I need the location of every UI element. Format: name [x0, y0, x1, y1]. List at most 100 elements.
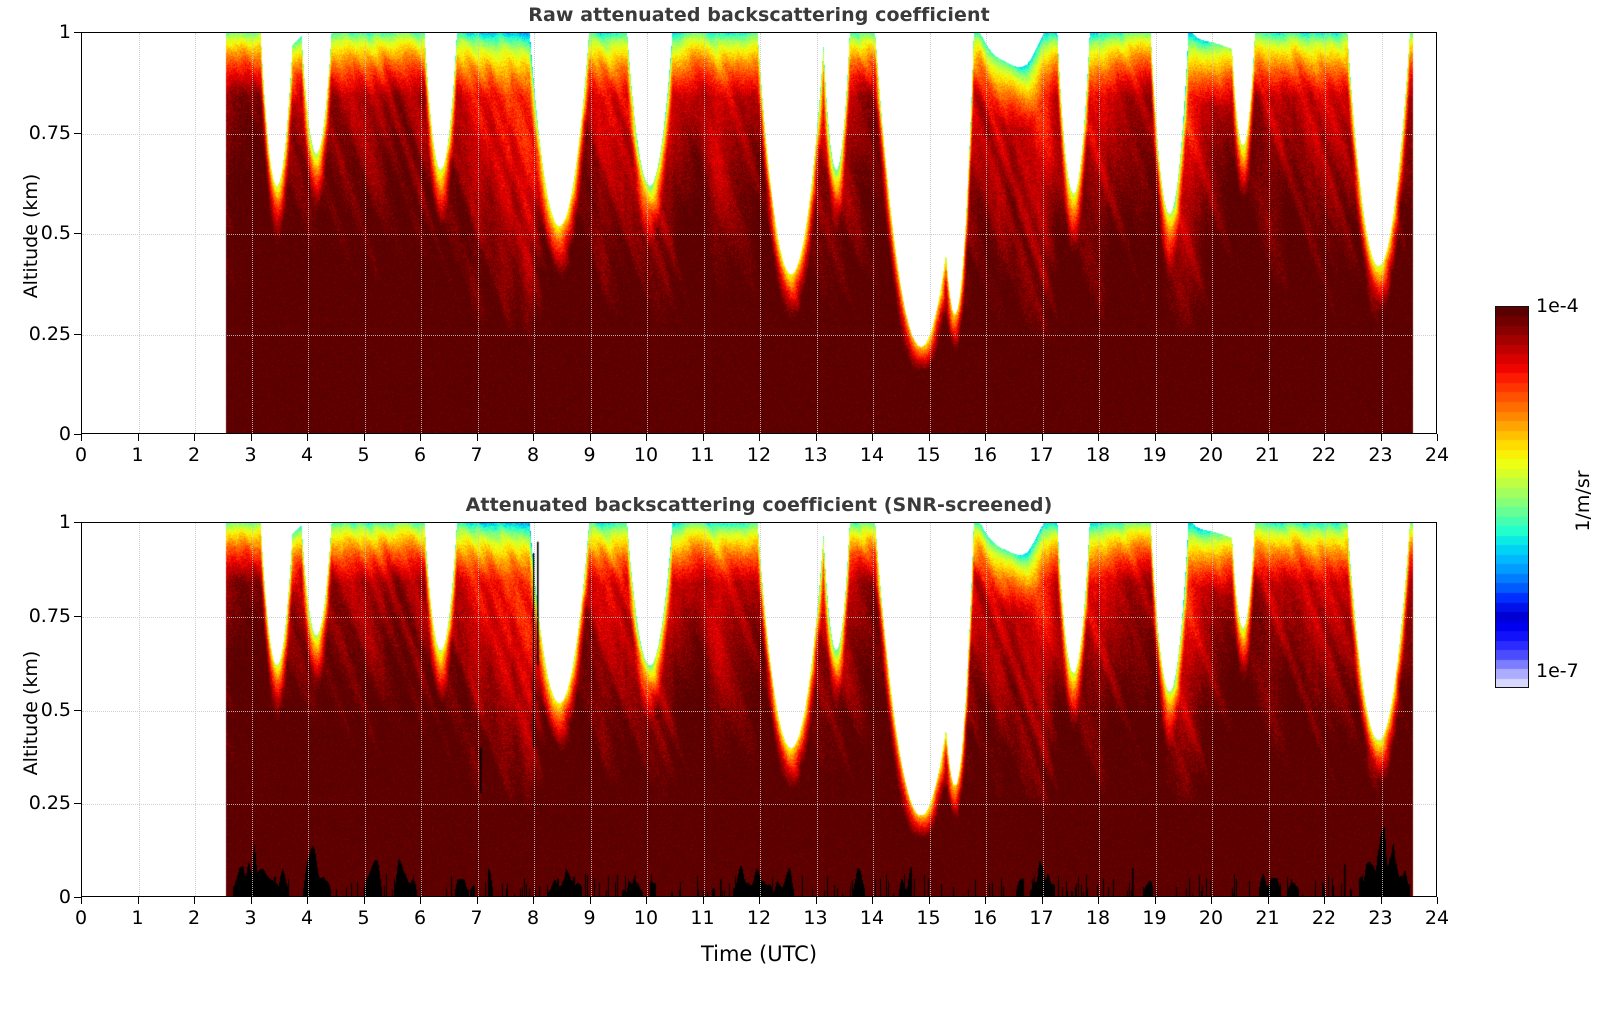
x-tick-label: 12: [746, 444, 772, 466]
x-tick-label: 23: [1368, 444, 1393, 466]
x-tick-mark: [1098, 897, 1099, 904]
x-tick-mark: [1041, 434, 1043, 441]
x-tick-mark: [1437, 897, 1438, 904]
x-tick-mark: [1437, 434, 1438, 441]
y-tick-label: 1: [58, 21, 71, 43]
x-tick-mark: [702, 897, 704, 904]
x-tick-mark: [137, 434, 139, 441]
x-tick-label: 23: [1368, 907, 1393, 929]
y-tick-mark: [74, 434, 81, 435]
x-tick-mark: [985, 434, 986, 441]
x-tick-mark: [363, 434, 365, 441]
x-tick-label: 0: [74, 444, 88, 466]
x-tick-mark: [1380, 897, 1382, 904]
x-tick-label: 3: [244, 444, 257, 466]
y-tick-label: 0.25: [28, 322, 71, 345]
x-tick-mark: [872, 434, 873, 441]
x-tick-label: 24: [1424, 444, 1450, 466]
x-tick-mark: [420, 434, 421, 441]
y-tick-label: 0.5: [40, 222, 71, 244]
x-tick-label: 3: [244, 907, 257, 929]
y-tick-label: 0.75: [28, 604, 71, 627]
y-tick-mark: [74, 522, 81, 523]
y-tick-mark: [74, 233, 81, 234]
x-tick-mark: [1154, 897, 1156, 904]
x-tick-mark: [137, 897, 139, 904]
colorbar-axis-label: 1/m/sr: [1572, 470, 1594, 532]
colorbar-max-label: 1e-4: [1536, 295, 1579, 317]
x-tick-mark: [420, 897, 421, 904]
x-tick-label: 19: [1142, 907, 1167, 929]
panel-raw: Raw attenuated backscattering coefficien…: [0, 0, 1460, 480]
x-tick-mark: [702, 434, 704, 441]
x-tick-label: 15: [916, 444, 941, 466]
x-tick-mark: [928, 434, 930, 441]
x-tick-mark: [533, 434, 534, 441]
x-tick-mark: [589, 434, 591, 441]
xlabel-time: Time (UTC): [700, 942, 818, 966]
x-tick-label: 15: [916, 907, 941, 929]
x-tick-label: 9: [583, 444, 596, 466]
y-tick-label: 0.25: [28, 792, 71, 815]
x-tick-label: 1: [131, 444, 144, 466]
y-tick-label: 0: [58, 423, 71, 445]
x-tick-mark: [194, 434, 195, 441]
x-tick-mark: [307, 897, 308, 904]
x-tick-label: 6: [413, 444, 427, 466]
x-tick-mark: [985, 897, 986, 904]
x-tick-label: 4: [300, 907, 314, 929]
x-tick-mark: [363, 897, 365, 904]
colorbar: 1e-4 1e-7 1/m/sr: [1470, 290, 1621, 710]
x-tick-label: 22: [1311, 907, 1337, 929]
panel-screened-title: Attenuated backscattering coefficient (S…: [465, 494, 1053, 516]
ylabel-screened: Altitude (km): [20, 650, 42, 776]
x-tick-label: 2: [187, 907, 201, 929]
x-tick-label: 14: [859, 907, 885, 929]
x-tick-mark: [759, 434, 760, 441]
x-tick-label: 10: [633, 444, 659, 466]
x-tick-mark: [1154, 434, 1156, 441]
colorbar-gradient: [1495, 306, 1529, 688]
x-tick-mark: [646, 434, 647, 441]
x-tick-label: 21: [1255, 907, 1280, 929]
x-tick-label: 13: [803, 444, 828, 466]
x-tick-label: 1: [131, 907, 144, 929]
x-tick-label: 22: [1311, 444, 1337, 466]
x-tick-mark: [1324, 434, 1325, 441]
x-tick-mark: [928, 897, 930, 904]
x-tick-label: 18: [1085, 907, 1111, 929]
x-tick-mark: [250, 434, 252, 441]
axes-screened-plot-area: [81, 522, 1437, 897]
x-tick-label: 5: [357, 907, 370, 929]
x-tick-label: 12: [746, 907, 772, 929]
y-tick-label: 0: [58, 886, 71, 908]
x-tick-label: 7: [470, 907, 483, 929]
x-tick-mark: [1041, 897, 1043, 904]
x-tick-label: 8: [526, 907, 540, 929]
x-tick-mark: [476, 897, 478, 904]
x-tick-mark: [1267, 897, 1269, 904]
ylabel-raw: Altitude (km): [20, 173, 42, 299]
x-tick-label: 24: [1424, 907, 1450, 929]
x-tick-label: 19: [1142, 444, 1167, 466]
x-tick-label: 0: [74, 907, 88, 929]
panel-screened: Attenuated backscattering coefficient (S…: [0, 490, 1460, 1020]
y-tick-label: 0.75: [28, 121, 71, 144]
x-tick-label: 20: [1198, 444, 1224, 466]
x-tick-label: 10: [633, 907, 659, 929]
x-tick-label: 21: [1255, 444, 1280, 466]
x-tick-mark: [589, 897, 591, 904]
x-tick-label: 17: [1029, 907, 1054, 929]
x-tick-mark: [194, 897, 195, 904]
x-tick-mark: [533, 897, 534, 904]
x-tick-label: 9: [583, 907, 596, 929]
y-tick-mark: [74, 615, 81, 617]
x-tick-label: 20: [1198, 907, 1224, 929]
x-tick-label: 7: [470, 444, 483, 466]
y-tick-mark: [74, 803, 81, 805]
x-tick-mark: [872, 897, 873, 904]
y-tick-label: 1: [58, 511, 71, 533]
x-tick-label: 6: [413, 907, 427, 929]
x-tick-mark: [1211, 897, 1212, 904]
x-tick-mark: [1098, 434, 1099, 441]
